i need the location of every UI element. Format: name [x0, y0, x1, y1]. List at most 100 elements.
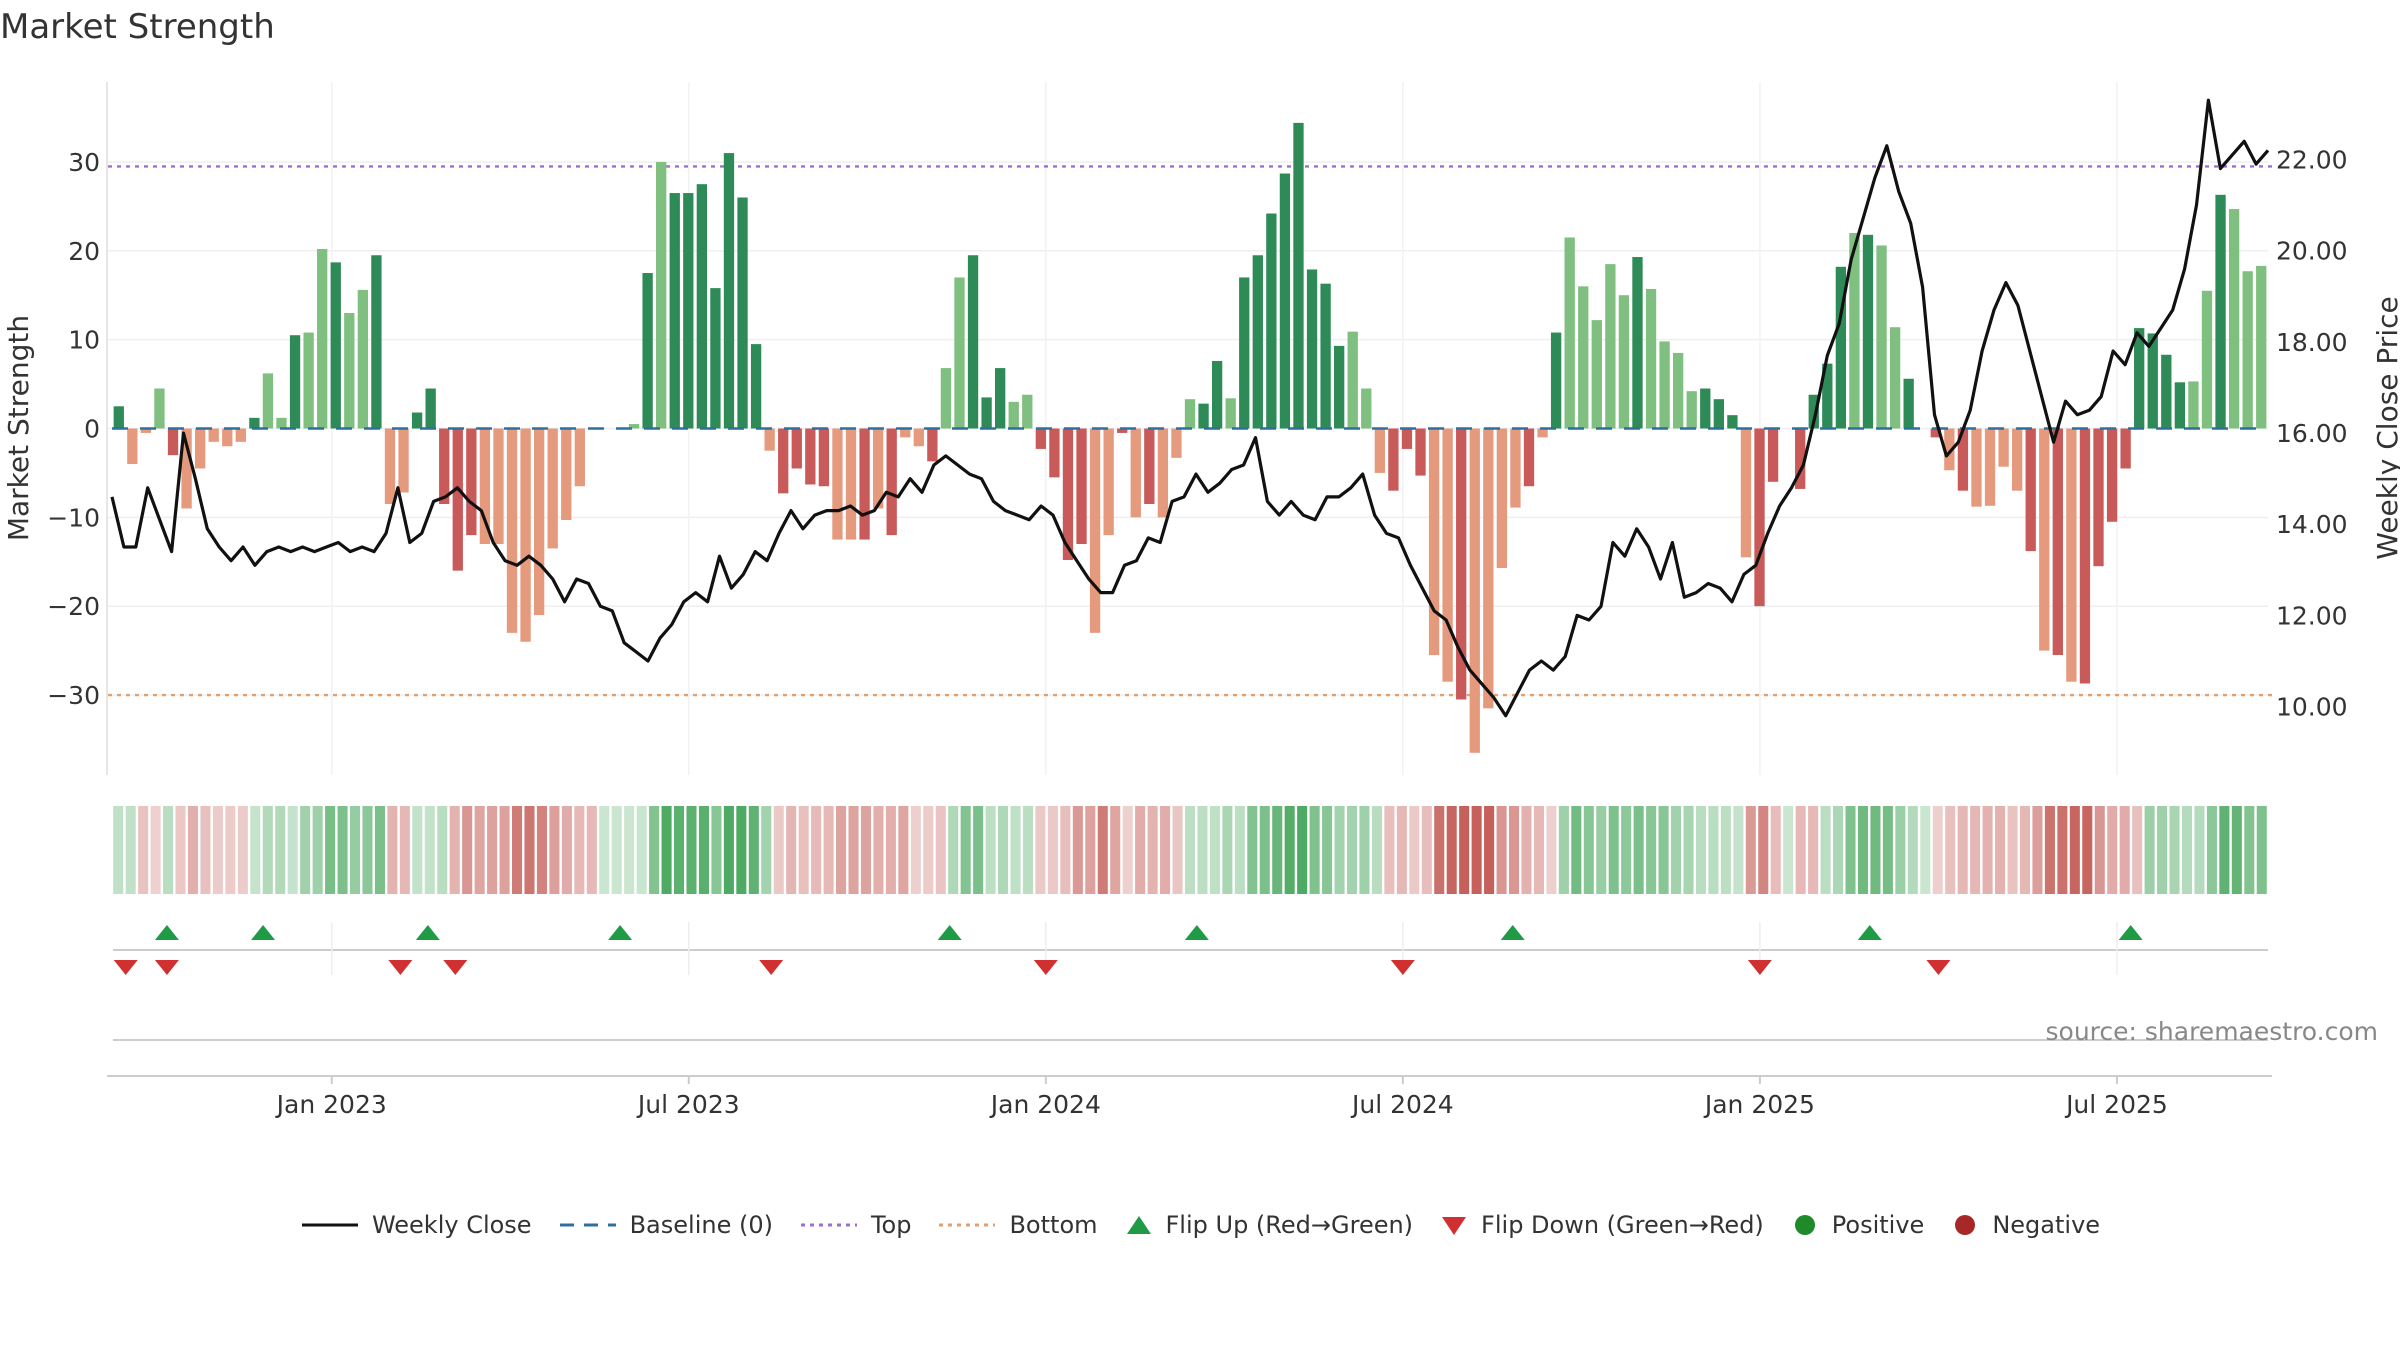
strength-bar: [2025, 428, 2036, 552]
flip-down-marker: [1926, 960, 1951, 975]
heat-cell: [2069, 806, 2080, 894]
heat-cell: [674, 806, 685, 894]
legend-item-weekly-close[interactable]: Weekly Close: [300, 1211, 532, 1239]
legend-item-top[interactable]: Top: [799, 1211, 911, 1239]
left-tick-label: 0: [84, 415, 100, 444]
strength-bar: [289, 335, 301, 429]
legend-item-bottom[interactable]: Bottom: [937, 1211, 1098, 1239]
strength-bar: [1510, 428, 1521, 508]
positive-dot-icon: [1794, 1215, 1815, 1235]
heat-cell: [424, 806, 435, 894]
strength-bar: [1171, 428, 1182, 458]
heat-cell: [1820, 806, 1831, 894]
heat-cell: [1471, 806, 1482, 894]
heat-cell: [387, 806, 398, 894]
strength-bar: [384, 428, 396, 505]
heat-cell: [686, 806, 697, 894]
heat-cell: [1932, 806, 1943, 894]
heat-cell: [998, 806, 1009, 894]
legend-label-positive: Positive: [1831, 1211, 1925, 1239]
heat-cell: [1097, 806, 1108, 894]
strength-bar: [927, 428, 938, 462]
heat-cell: [1322, 806, 1333, 894]
heat-cell: [711, 806, 722, 894]
left-tick-label: 30: [68, 148, 100, 177]
heat-cell: [1546, 806, 1557, 894]
flip-down-marker: [388, 960, 413, 975]
chart-title: Market Strength: [0, 7, 275, 47]
heat-cell: [624, 806, 635, 894]
strength-bar: [574, 428, 585, 487]
heat-cell: [212, 806, 223, 894]
strength-bar: [1808, 394, 1819, 429]
heat-cell: [1284, 806, 1295, 894]
flip-down-marker: [1033, 960, 1058, 975]
heat-cell: [287, 806, 298, 894]
heat-cell: [487, 806, 498, 894]
heat-cell: [1695, 806, 1706, 894]
right-tick-label: 20.00: [2276, 237, 2348, 266]
strength-bar: [2066, 428, 2077, 682]
strength-bar: [1578, 286, 1589, 429]
strength-bars: [113, 122, 2267, 753]
strength-bar: [547, 428, 558, 549]
strength-bar: [181, 428, 192, 509]
legend-item-baseline[interactable]: Baseline (0): [558, 1211, 773, 1239]
strength-bar: [1767, 428, 1779, 482]
heat-cell: [574, 806, 585, 894]
heat-cell: [2044, 806, 2055, 894]
flip-down-marker: [443, 960, 468, 975]
heat-cell: [873, 806, 884, 894]
heat-cell: [860, 806, 872, 894]
heat-cell: [1484, 806, 1495, 894]
heat-cell: [499, 806, 510, 894]
right-axis-label: Weekly Close Price: [2371, 296, 2400, 559]
strength-bar: [696, 184, 708, 429]
strength-bar: [1483, 428, 1494, 709]
flip-up-marker: [1184, 925, 1209, 940]
strength-bar: [506, 428, 518, 633]
strength-bar: [2093, 428, 2104, 567]
heat-cell: [1010, 806, 1021, 894]
strength-bar: [1889, 327, 1901, 429]
right-tick-label: 22.00: [2276, 146, 2348, 175]
heat-cell: [175, 806, 186, 894]
strength-bar: [2134, 328, 2145, 429]
right-tick-label: 18.00: [2276, 328, 2348, 357]
strength-bar: [1293, 122, 1304, 429]
strength-bar: [249, 417, 260, 429]
heat-cell: [2181, 806, 2193, 894]
heat-cell: [1758, 806, 1769, 894]
heat-cell: [1508, 806, 1520, 894]
strength-bar: [371, 255, 382, 429]
left-tick-label: 10: [68, 326, 100, 355]
legend-item-flip-down[interactable]: Flip Down (Green→Red): [1439, 1211, 1764, 1239]
heat-cell: [1583, 806, 1594, 894]
strength-bar: [439, 428, 450, 505]
legend-item-positive[interactable]: Positive: [1790, 1211, 1925, 1239]
heat-cell: [1135, 806, 1146, 894]
heat-cell: [599, 806, 610, 894]
heat-cell: [325, 806, 336, 894]
heat-cell: [2057, 806, 2068, 894]
heat-cell: [1496, 806, 1507, 894]
heat-cell: [1720, 806, 1731, 894]
strength-bar: [1971, 428, 1982, 507]
strength-bar: [1442, 428, 1453, 682]
heat-cell: [948, 806, 959, 894]
heat-cell: [1346, 806, 1358, 894]
strength-bar: [913, 428, 924, 447]
flip-up-marker: [1857, 925, 1882, 940]
strength-bar: [1700, 388, 1711, 429]
strength-bar: [425, 388, 436, 429]
heat-cell: [1683, 806, 1694, 894]
legend-item-flip-up[interactable]: Flip Up (Red→Green): [1124, 1211, 1413, 1239]
flip-up-marker: [608, 925, 633, 940]
heat-cell: [2256, 806, 2267, 894]
heat-cell: [362, 806, 373, 894]
flip-up-marker: [415, 925, 440, 940]
strength-bar: [1605, 264, 1616, 429]
legend-item-negative[interactable]: Negative: [1950, 1211, 2100, 1239]
weekly-close-swatch-icon: [301, 1223, 358, 1227]
strength-bar: [1469, 428, 1480, 753]
